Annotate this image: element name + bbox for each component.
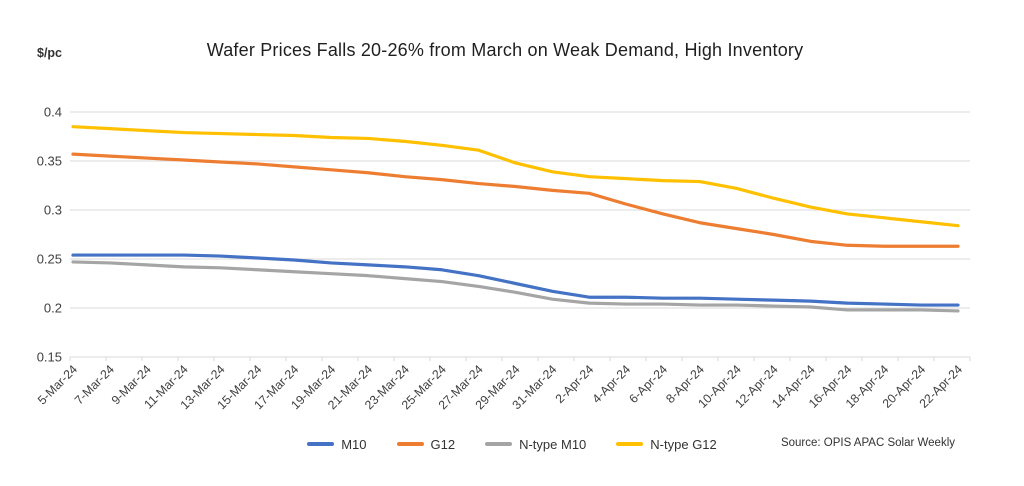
legend-label-g12: G12 bbox=[430, 436, 456, 452]
y-tick-label: 0.35 bbox=[37, 154, 62, 169]
x-tick-label: 6-Apr-24 bbox=[626, 362, 670, 406]
y-tick-label: 0.2 bbox=[44, 301, 62, 316]
chart-legend: M10 G12 N-type M10 N-type G12 bbox=[0, 433, 1024, 455]
series-line-m10 bbox=[71, 253, 960, 307]
legend-label-n-type-g12: N-type G12 bbox=[650, 436, 717, 452]
source-label: Source: OPIS APAC Solar Weekly bbox=[780, 437, 955, 449]
legend-item-m10: M10 bbox=[307, 436, 367, 452]
legend-label-m10: M10 bbox=[341, 436, 367, 452]
x-tick-label: 5-Mar-24 bbox=[35, 362, 80, 407]
legend-item-g12: G12 bbox=[396, 436, 456, 452]
series-line-g12 bbox=[71, 152, 960, 248]
y-tick-label: 0.4 bbox=[44, 105, 62, 120]
legend-label-n-type-m10: N-type M10 bbox=[519, 436, 587, 452]
legend-item-n-type-g12: N-type G12 bbox=[616, 436, 717, 452]
legend-swatch-m10 bbox=[307, 442, 335, 446]
legend-swatch-n-type-g12 bbox=[616, 442, 644, 446]
legend-swatch-n-type-m10 bbox=[485, 442, 513, 446]
legend-swatch-g12 bbox=[396, 442, 424, 446]
legend-item-n-type-m10: N-type M10 bbox=[485, 437, 586, 452]
y-tick-label: 0.25 bbox=[37, 252, 62, 267]
series-line-n-type-m10 bbox=[71, 260, 960, 313]
series-line-n-type-g12 bbox=[71, 125, 960, 228]
x-tick-label: 7-Mar-24 bbox=[72, 362, 117, 407]
y-axis-unit-label: $/pc bbox=[37, 46, 63, 60]
y-tick-label: 0.15 bbox=[37, 350, 62, 365]
chart-title: Wafer Prices Falls 20-26% from March on … bbox=[206, 40, 804, 60]
y-tick-label: 0.3 bbox=[44, 203, 62, 218]
x-tick-label: 4-Apr-24 bbox=[590, 362, 634, 406]
x-tick-label: 2-Apr-24 bbox=[553, 362, 597, 406]
